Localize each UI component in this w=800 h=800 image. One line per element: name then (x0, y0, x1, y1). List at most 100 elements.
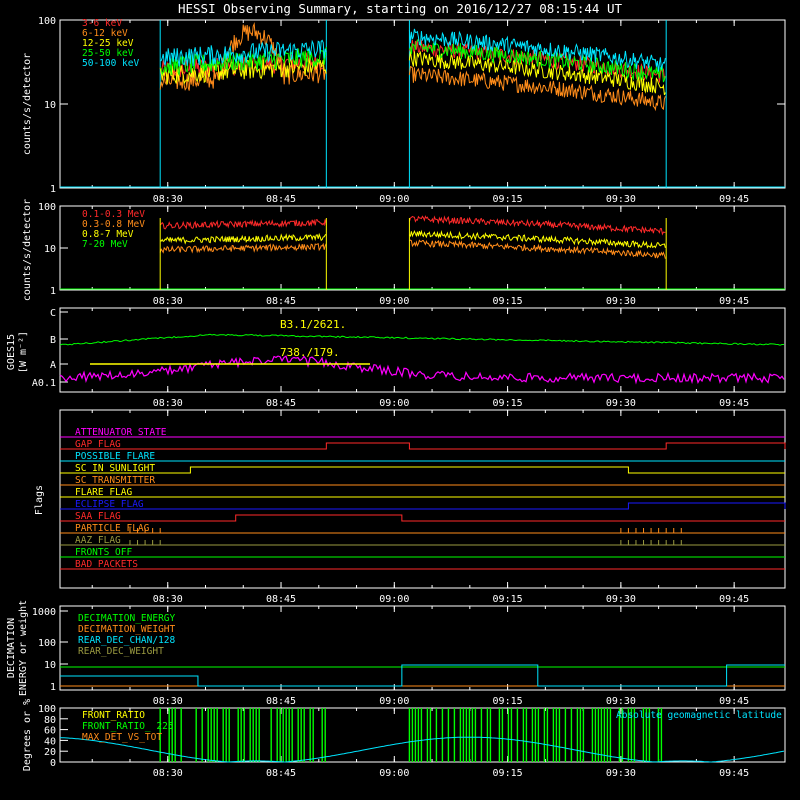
annotation: 738./179. (280, 346, 340, 359)
x-tick-label: 09:45 (719, 296, 749, 307)
flag-label: ATTENUATOR_STATE (75, 427, 167, 438)
x-tick-label: 09:15 (493, 398, 523, 409)
plot-frame (59, 307, 786, 393)
x-tick-label: 09:30 (606, 768, 636, 779)
flag-label: ECLIPSE_FLAG (75, 499, 144, 510)
legend-entry: 3-6 keV (82, 18, 122, 29)
y-tick-label: 40 (44, 736, 56, 747)
x-tick-label: 09:30 (606, 296, 636, 307)
series-line (409, 229, 666, 249)
y-tick-label: 100 (38, 704, 56, 715)
series-line (159, 218, 327, 230)
y-tick-label: 0 (50, 758, 56, 769)
x-tick-label: 09:30 (606, 398, 636, 409)
y-axis-label: counts/s/detector (22, 53, 33, 155)
y-tick-label: 10 (44, 660, 56, 671)
panel-high-energy: 08:30 08:45 09:00 09:15 09:30 09:45 1 10 100 0.1-… (38, 202, 786, 307)
x-tick-label: 09:45 (719, 768, 749, 779)
x-tick-label: 09:00 (379, 594, 409, 605)
y-axis-label: Flags (34, 485, 45, 515)
y-tick-label: 20 (44, 747, 56, 758)
y-tick-label: 1 (50, 184, 56, 195)
flag-label: SAA_FLAG (75, 511, 121, 522)
series-line (160, 39, 327, 67)
right-legend-entry: Absolute geomagnetic latitude (616, 710, 782, 721)
legend-entry: DECIMATION_WEIGHT (78, 624, 176, 635)
x-tick-label: 09:30 (606, 594, 636, 605)
geomagnetic-latitude-line (59, 736, 785, 763)
y-tick-label: C (50, 308, 56, 319)
y-tick-label: B (50, 335, 56, 346)
flag-label: PARTICLE_FLAG (75, 523, 150, 534)
y-tick-label: 60 (44, 726, 56, 737)
flag-label: SC_TRANSMITTER (75, 475, 155, 486)
y-axis-label: DECIMATION (6, 618, 17, 678)
flag-label: SC_IN_SUNLIGHT (75, 463, 155, 474)
legend-entry: 0.1-0.3 MeV (82, 209, 145, 220)
series-line (160, 232, 327, 245)
x-tick-label: 08:45 (266, 594, 296, 605)
annotation: B3.1/2621. (280, 318, 346, 331)
series-line (408, 65, 666, 112)
x-tick-label: 09:45 (719, 398, 749, 409)
x-tick-label: 09:45 (719, 696, 749, 707)
x-tick-label: 09:45 (719, 194, 749, 205)
legend-entry: 7-20 MeV (82, 239, 128, 250)
panel-ratios: 08:30 08:45 09:00 09:15 09:30 09:45 0204060801… (38, 704, 786, 779)
y-tick-label: 1 (50, 286, 56, 297)
legend-entry: FRONT_RATIO_ 225 (82, 721, 174, 732)
series-line (159, 242, 327, 254)
x-tick-label: 08:30 (153, 194, 183, 205)
legend-entry: 6-12 keV (82, 28, 128, 39)
y-tick-label: 100 (38, 202, 56, 213)
flag-label: BAD_PACKETS (75, 559, 138, 570)
legend-entry: 0.3-0.8 MeV (82, 219, 145, 230)
plot-frame (59, 19, 786, 189)
y-tick-label: A0.1 (32, 378, 56, 389)
y-tick-label: A (50, 360, 56, 371)
x-tick-label: 08:30 (153, 398, 183, 409)
series-line (408, 215, 666, 236)
goes-long-series (59, 333, 784, 346)
legend-entry: REAR_DEC_CHAN/128 (78, 635, 176, 646)
x-tick-label: 08:30 (153, 594, 183, 605)
flag-line (60, 442, 786, 450)
y-axis-label: GOES15 (6, 334, 17, 370)
x-tick-label: 09:15 (493, 594, 523, 605)
panel-low-energy: 08:30 08:45 09:00 09:15 09:30 09:45 1 10 100 3-6 … (38, 16, 786, 205)
flag-line (60, 514, 785, 522)
x-tick-label: 09:00 (379, 398, 409, 409)
legend-entry: REAR_DEC_WEIGHT (78, 646, 164, 657)
legend-entry: FRONT_RATIO (82, 710, 145, 721)
y-axis-label-2: ENERGY or weight (18, 600, 29, 696)
y-axis-unit: [W m⁻²] (18, 331, 29, 373)
panel-decimation: 08:30 08:45 09:00 09:15 09:30 09:45 1 10 100 1000… (32, 605, 786, 707)
x-tick-label: 09:15 (493, 696, 523, 707)
flag-line (60, 466, 785, 474)
x-tick-label: 09:00 (379, 194, 409, 205)
flag-line (60, 502, 786, 510)
x-tick-label: 08:45 (266, 768, 296, 779)
y-axis-label: counts/s/detector (22, 199, 33, 301)
x-tick-label: 09:15 (493, 194, 523, 205)
y-axis-label: Degrees or % (22, 699, 33, 771)
x-tick-label: 09:30 (606, 696, 636, 707)
x-tick-label: 09:15 (493, 296, 523, 307)
x-tick-label: 08:30 (153, 696, 183, 707)
y-tick-label: 80 (44, 715, 56, 726)
x-tick-label: 08:45 (266, 296, 296, 307)
series-line (159, 22, 327, 91)
plot-frame (59, 605, 786, 691)
flag-label: AAZ_FLAG (75, 535, 121, 546)
y-tick-label: 10 (44, 244, 56, 255)
panel-flags: 08:30 08:45 09:00 09:15 09:30 09:45 ATTENUATOR… (59, 409, 786, 605)
goes-short-series (59, 355, 785, 385)
y-tick-label: 1 (50, 682, 56, 693)
legend-entry: 50-100 keV (82, 58, 139, 69)
flag-label: POSSIBLE_FLARE (75, 451, 155, 462)
x-tick-label: 09:00 (379, 696, 409, 707)
x-tick-label: 08:30 (153, 768, 183, 779)
flag-label: FLARE_FLAG (75, 487, 132, 498)
x-tick-label: 09:00 (379, 296, 409, 307)
